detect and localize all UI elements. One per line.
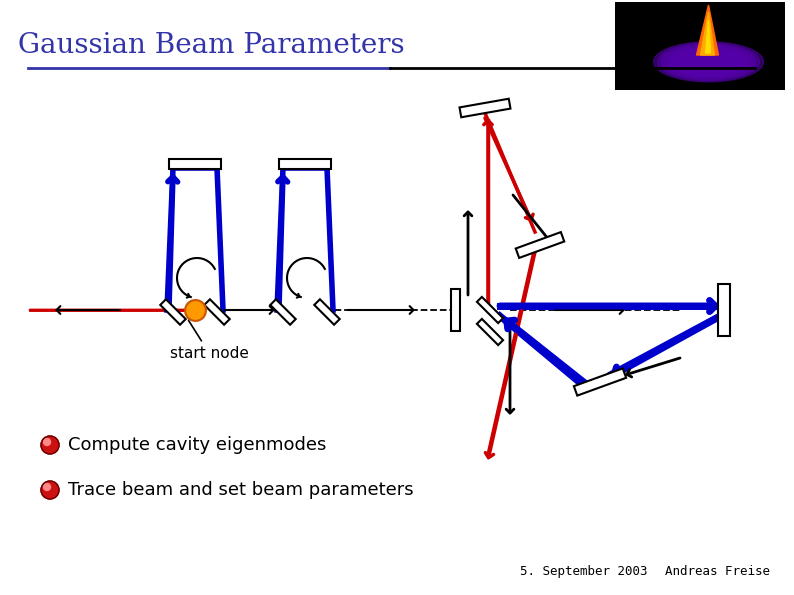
Bar (615, 2, 785, 90)
Polygon shape (665, 46, 752, 77)
Polygon shape (669, 48, 748, 76)
Polygon shape (279, 159, 331, 169)
Polygon shape (700, 12, 715, 55)
Polygon shape (450, 289, 460, 331)
Polygon shape (718, 284, 730, 336)
Polygon shape (696, 5, 719, 55)
Polygon shape (477, 297, 503, 323)
Polygon shape (204, 299, 229, 325)
Circle shape (44, 439, 51, 446)
Polygon shape (677, 51, 740, 73)
Polygon shape (673, 49, 744, 75)
Text: Compute cavity eigenmodes: Compute cavity eigenmodes (68, 436, 326, 454)
Polygon shape (574, 368, 626, 396)
Text: Andreas Freise: Andreas Freise (665, 565, 770, 578)
Polygon shape (169, 159, 221, 169)
Text: Trace beam and set beam parameters: Trace beam and set beam parameters (68, 481, 414, 499)
Polygon shape (314, 299, 340, 325)
Polygon shape (516, 232, 565, 258)
Polygon shape (477, 319, 503, 345)
Polygon shape (657, 43, 760, 80)
Polygon shape (160, 299, 186, 325)
Circle shape (41, 481, 59, 499)
Polygon shape (270, 299, 295, 325)
Polygon shape (460, 99, 511, 117)
Polygon shape (706, 20, 711, 53)
Circle shape (44, 484, 51, 490)
Polygon shape (653, 42, 764, 82)
Circle shape (41, 436, 59, 454)
Text: start node: start node (170, 320, 249, 361)
Text: 5. September 2003: 5. September 2003 (520, 565, 647, 578)
Polygon shape (661, 45, 756, 79)
Text: Gaussian Beam Parameters: Gaussian Beam Parameters (18, 32, 405, 59)
Polygon shape (681, 52, 736, 72)
